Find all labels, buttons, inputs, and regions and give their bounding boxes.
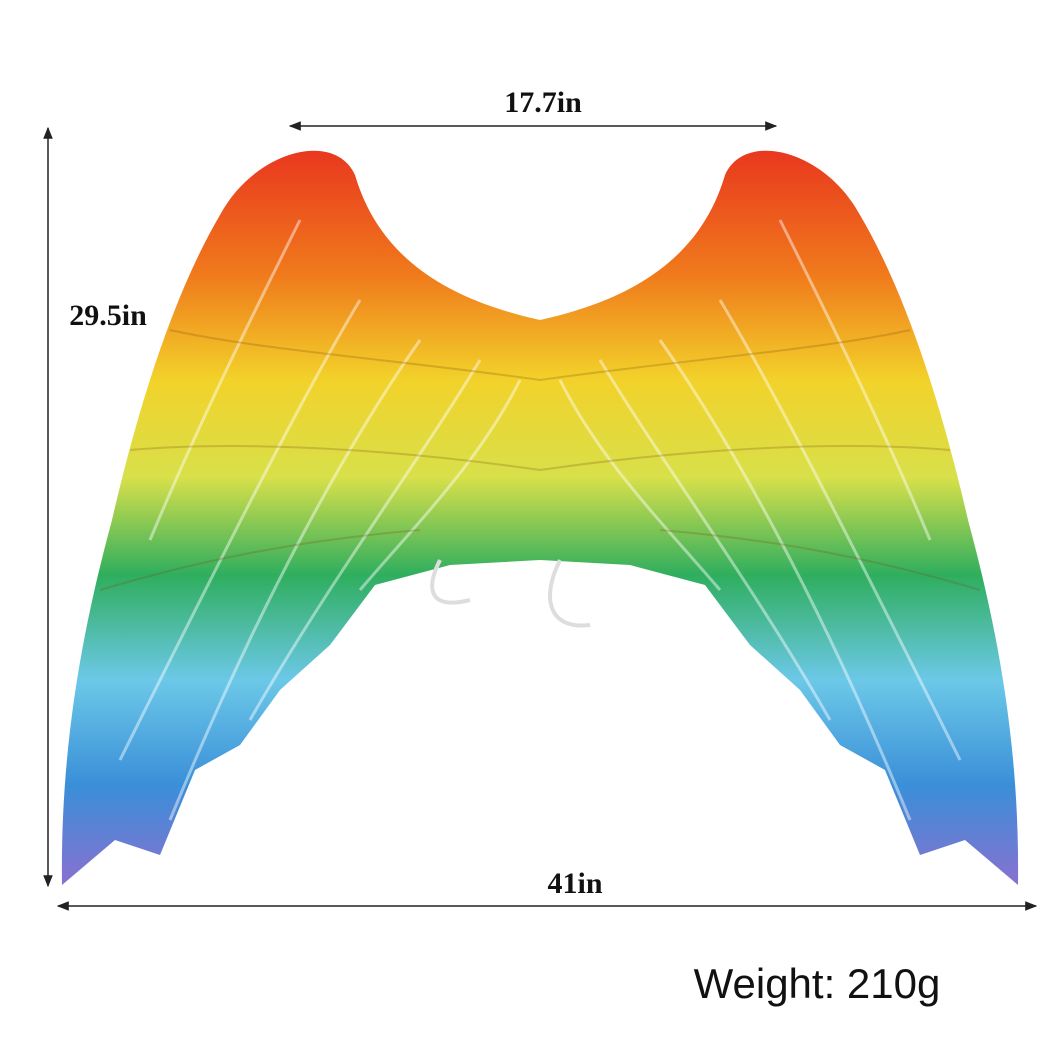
top-width-label: 17.7in	[504, 86, 582, 119]
wings	[61, 149, 1020, 887]
right-wing	[538, 149, 1020, 887]
span-label: 41in	[547, 867, 602, 900]
left-wing	[61, 150, 541, 886]
weight-label: Weight: 210g	[694, 960, 941, 1007]
height-label: 29.5in	[69, 299, 147, 332]
strap	[430, 559, 591, 628]
